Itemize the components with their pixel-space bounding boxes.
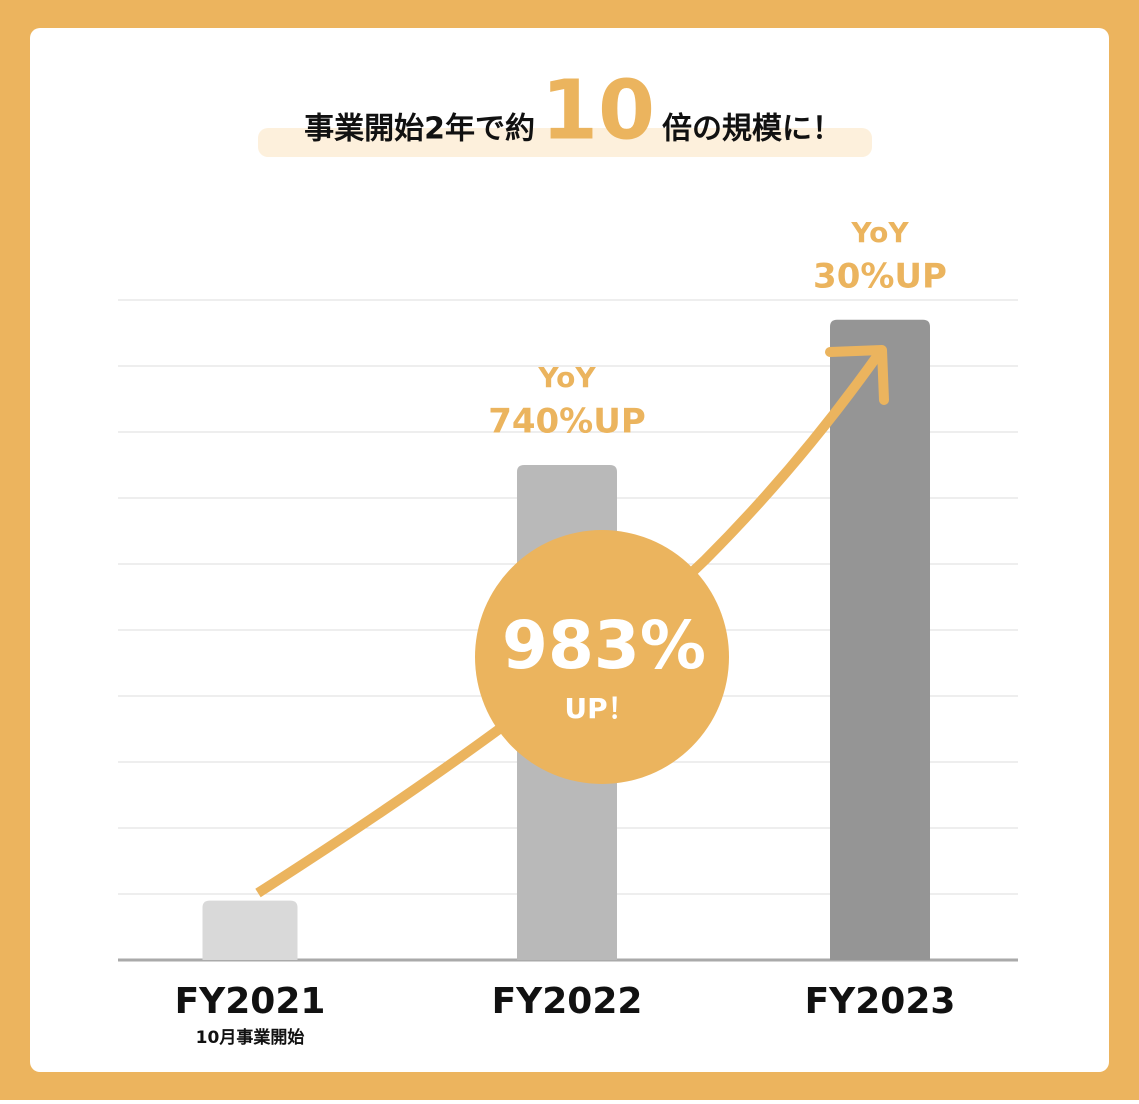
bar — [830, 319, 930, 960]
title-highlight — [258, 128, 872, 157]
title-number: 10 — [541, 63, 655, 158]
x-tick-label: FY2022 — [492, 981, 643, 1022]
yoy-value: 740%UP — [488, 402, 646, 442]
x-tick-note: 10月事業開始 — [196, 1027, 305, 1048]
x-tick-label: FY2023 — [805, 981, 956, 1022]
arrow-head — [825, 345, 889, 405]
yoy-label: YoY — [850, 216, 909, 249]
chart: FY2021 10月事業開始 FY2022 YoY 740%UP FY2023 YoY 30%… — [118, 216, 1018, 1048]
yoy-value: 30%UP — [813, 256, 947, 296]
badge-label: UP！ — [564, 692, 635, 725]
yoy-label: YoY — [537, 361, 596, 394]
title-part: 事業開始2年で約 — [304, 112, 535, 147]
bar — [202, 900, 298, 960]
title-part: 倍の規模に！ — [662, 112, 842, 147]
badge — [475, 530, 729, 784]
badge-value: 983% — [502, 607, 706, 684]
x-tick-label: FY2021 — [175, 981, 326, 1022]
